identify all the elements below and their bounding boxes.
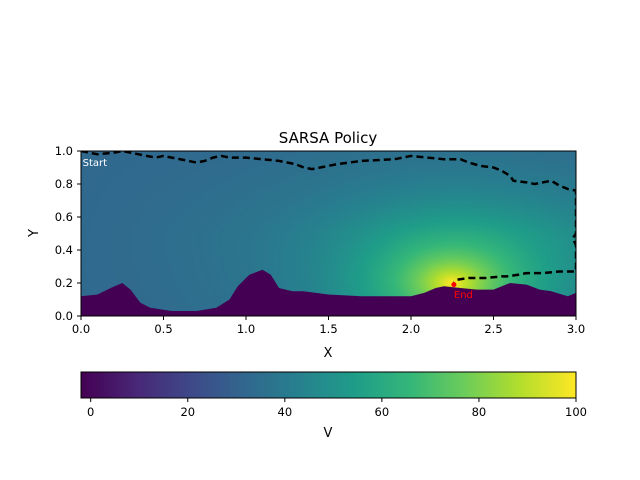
y-axis-label: Y	[27, 229, 42, 238]
colorbar-tick-label: 20	[180, 405, 195, 419]
y-tick-label: 1.0	[55, 144, 73, 158]
y-tick-label: 0.4	[55, 243, 73, 257]
x-tick-label: 1.0	[237, 322, 255, 336]
x-tick-label: 2.0	[402, 322, 420, 336]
colorbar-tick-label: 60	[375, 405, 390, 419]
obstacle-terrain	[81, 269, 576, 316]
colorbar-frame	[80, 371, 577, 399]
value-heatmap	[81, 151, 576, 316]
colorbar-tick-label: 100	[565, 405, 587, 419]
y-tick-label: 0.8	[55, 177, 73, 191]
colorbar-ticks: 0 20 40 60 80 100	[87, 398, 587, 419]
y-tick-label: 0.2	[55, 276, 73, 290]
y-tick-label: 0.6	[55, 210, 73, 224]
x-tick-label: 3.0	[567, 322, 585, 336]
x-tick-label: 1.5	[319, 322, 337, 336]
colorbar-tick-label: 80	[472, 405, 487, 419]
chart-title: SARSA Policy	[279, 129, 378, 147]
colorbar-tick-label: 40	[278, 405, 293, 419]
heatmap-area	[81, 151, 576, 316]
policy-path-line	[81, 151, 576, 284]
colorbar-tick-label: 0	[87, 405, 94, 419]
annotation-layer: Start End	[83, 158, 473, 301]
obstacle-layer	[81, 269, 576, 316]
end-marker	[451, 282, 457, 288]
annotation-start: Start	[83, 158, 108, 169]
y-axis-ticks: 0.0 0.2 0.4 0.6 0.8 1.0	[55, 144, 81, 323]
x-tick-label: 0.0	[72, 322, 90, 336]
colorbar: 0 20 40 60 80 100 V	[80, 371, 587, 441]
x-axis-ticks: 0.0 0.5 1.0 1.5 2.0 2.5 3.0	[72, 316, 585, 336]
y-tick-label: 0.0	[55, 309, 73, 323]
x-tick-label: 0.5	[154, 322, 172, 336]
colorbar-label: V	[324, 426, 333, 441]
x-tick-label: 2.5	[484, 322, 502, 336]
policy-path-layer	[81, 151, 576, 284]
colorbar-gradient	[81, 372, 576, 398]
x-axis-label: X	[324, 346, 333, 361]
annotation-end: End	[454, 290, 473, 301]
